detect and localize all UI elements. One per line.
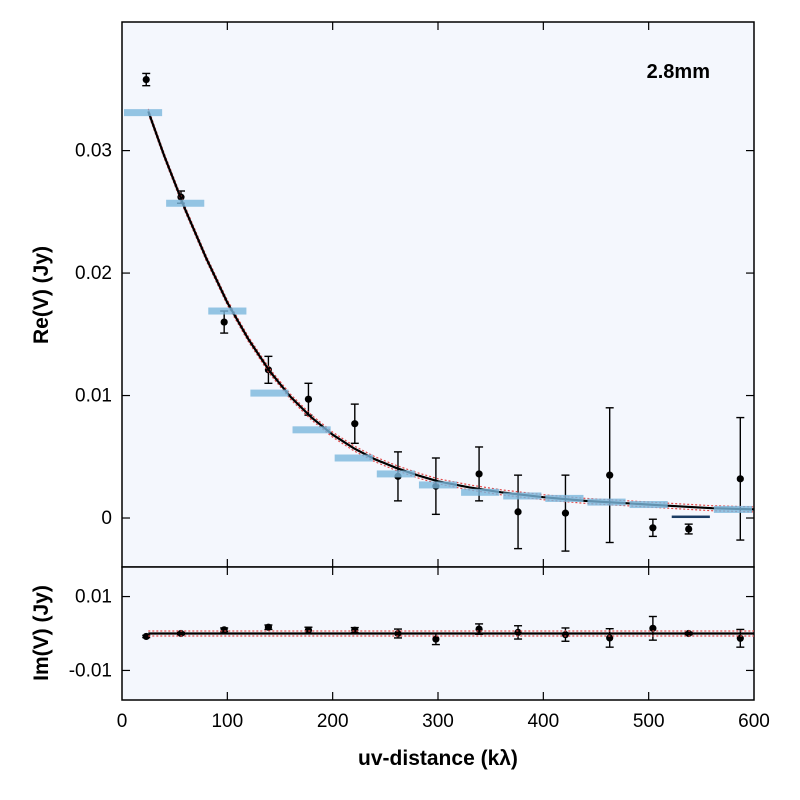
real-data-point <box>685 525 693 533</box>
x-tick-label: 100 <box>211 711 243 732</box>
real-binned-model-bar <box>376 470 415 478</box>
real-y-tick-label: 0 <box>101 508 112 529</box>
real-y-tick-label: 0.02 <box>75 263 112 284</box>
x-axis-label: uv-distance (kλ) <box>358 747 518 770</box>
x-tick-label: 600 <box>738 711 770 732</box>
real-y-tick-label: 0.01 <box>75 386 112 407</box>
imag-data-point <box>142 632 150 641</box>
imag-data-point <box>561 631 570 639</box>
imag-data-point <box>514 628 522 636</box>
imag-data-point <box>351 626 359 634</box>
real-binned-model-bar <box>629 501 668 509</box>
real-binned-model-bar <box>671 515 710 519</box>
imag-panel: -0.01 0.01 <box>69 566 755 701</box>
imag-data-point <box>220 626 228 634</box>
wavelength-annotation: 2.8mm <box>647 61 710 83</box>
real-panel: 0 0.01 0.02 0.03 <box>75 21 755 568</box>
x-tick-label: 500 <box>633 711 665 732</box>
x-tick-label: 0 <box>117 711 128 732</box>
real-data-point <box>649 524 657 532</box>
imag-data-point <box>432 635 440 643</box>
real-y-tick-label: 0.03 <box>75 141 112 162</box>
imag-y-axis-label: Im(V) (Jy) <box>30 585 53 681</box>
x-tick-label: 400 <box>527 711 559 732</box>
real-binned-model-bar <box>503 492 542 500</box>
real-binned-model-bar <box>250 389 289 397</box>
real-data-point <box>606 471 614 479</box>
real-data-point <box>475 470 483 478</box>
x-axis: 0 100 200 300 400 500 600 <box>117 711 770 732</box>
real-data-point <box>220 318 228 326</box>
real-panel-content: 0 0.01 0.02 0.03 <box>75 22 755 567</box>
imag-data-point <box>264 623 273 631</box>
x-tick-label: 300 <box>422 711 454 732</box>
real-data-point <box>351 420 359 428</box>
real-binned-model-bar <box>587 498 626 506</box>
real-binned-model-bar <box>208 307 247 315</box>
imag-y-tick-label: -0.01 <box>69 660 112 681</box>
imag-data-point <box>606 634 614 642</box>
imag-data-point <box>649 624 657 632</box>
real-panel-frame <box>121 21 755 568</box>
real-binned-model-bar <box>292 426 331 434</box>
real-data-point <box>514 508 522 516</box>
x-tick-label: 200 <box>317 711 349 732</box>
real-y-axis-label: Re(V) (Jy) <box>30 246 53 344</box>
real-binned-model-bar <box>461 488 500 496</box>
imag-panel-content: -0.01 0.01 <box>69 567 754 700</box>
imag-y-tick-label: 0.01 <box>75 587 112 608</box>
real-binned-model-bar <box>545 494 584 502</box>
real-binned-model-bar <box>334 454 373 462</box>
real-binned-model-bar <box>124 109 163 117</box>
imag-data-point <box>304 626 313 634</box>
real-data-point <box>736 475 744 483</box>
real-data-point <box>142 75 150 84</box>
real-data-point <box>561 509 570 517</box>
real-binned-model-bar <box>166 199 205 207</box>
real-data-point <box>304 395 313 403</box>
real-binned-model-bar <box>418 481 458 489</box>
real-binned-model-bar <box>713 505 752 513</box>
